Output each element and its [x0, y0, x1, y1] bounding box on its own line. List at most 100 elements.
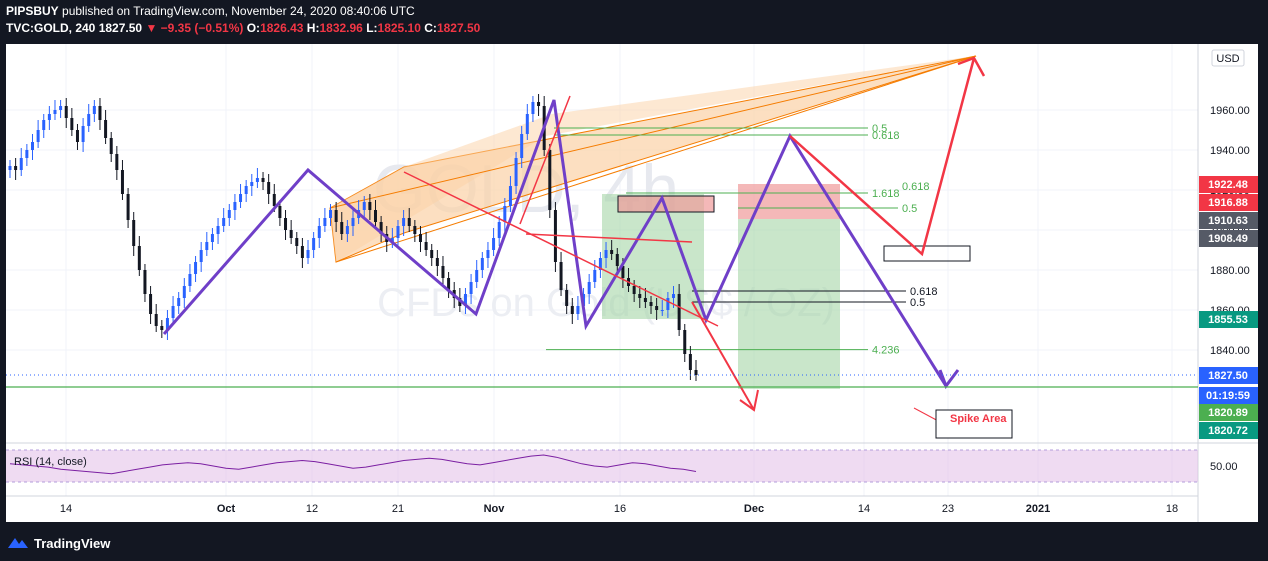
- time-axis-tick: Oct: [217, 503, 236, 515]
- fib-lower-0-618-label: 0.618: [910, 286, 938, 298]
- candle-body: [441, 266, 445, 278]
- candle-body: [486, 250, 490, 258]
- price-label-value: 1908.49: [1208, 233, 1248, 245]
- candle-body: [64, 106, 68, 118]
- price-axis-tick: 1940.00: [1210, 145, 1250, 157]
- candle-body: [621, 266, 625, 278]
- candle-body: [70, 118, 74, 130]
- candle-body: [165, 318, 169, 330]
- price-label-value: 1922.48: [1208, 179, 1248, 191]
- candle-body: [177, 298, 181, 306]
- candle-body: [227, 210, 231, 218]
- low-value: 1825.10: [377, 21, 421, 35]
- open-value: 1826.43: [260, 21, 304, 35]
- candle-body: [683, 330, 687, 354]
- candle-body: [598, 258, 602, 270]
- candle-body: [430, 250, 434, 258]
- candle-body: [171, 306, 175, 318]
- currency-label: USD: [1216, 53, 1239, 65]
- target-box: [883, 245, 971, 262]
- candle-body: [402, 218, 406, 226]
- candle-body: [250, 182, 254, 186]
- price-label-value: 1820.89: [1208, 407, 1248, 419]
- last-price: 1827.50: [98, 21, 143, 35]
- candle-body: [143, 270, 147, 294]
- price-label-tag: [1199, 404, 1258, 421]
- price-label-value: 1820.72: [1208, 425, 1248, 437]
- price-label-tag: [1199, 422, 1258, 439]
- currency-badge[interactable]: [1211, 49, 1245, 67]
- candle-body: [278, 206, 282, 218]
- candle-body: [137, 246, 141, 270]
- bullish-projection: [789, 57, 976, 257]
- fib-extension-4-236-label: 4.236: [872, 345, 900, 357]
- open-label: O:: [246, 21, 261, 35]
- candle-body: [59, 106, 63, 110]
- tradingview-brand[interactable]: TradingView: [34, 535, 111, 551]
- rsi-legend[interactable]: RSI (14, close): [14, 456, 87, 468]
- price-label-tag: [1199, 387, 1258, 404]
- candle-body: [570, 306, 574, 314]
- fib-lower-0-5-label: 0.5: [910, 297, 925, 309]
- time-axis-tick: 18: [1166, 503, 1178, 515]
- candle-body: [632, 286, 636, 294]
- candle-body: [593, 270, 597, 282]
- candle-body: [194, 262, 198, 274]
- rally-trendline: [519, 95, 571, 225]
- candle-body: [132, 220, 136, 246]
- fib-upper-0-5-label: 0.5: [872, 123, 887, 135]
- candle-body: [520, 134, 524, 158]
- candle-body: [267, 182, 271, 194]
- symbol-name[interactable]: TVC:GOLD, 240: [6, 21, 96, 35]
- harmonic-pattern-legs: [162, 99, 948, 387]
- rsi-band: [6, 450, 1198, 482]
- candle-body: [75, 130, 79, 142]
- chart-frame[interactable]: GOLD, 4h CFDs on Gold (US$ / OZ) 0.50.61…: [6, 44, 1258, 522]
- candle-body: [362, 202, 366, 210]
- candle-body: [379, 222, 383, 234]
- candle-body: [672, 294, 676, 298]
- bearish-projection: [691, 301, 755, 411]
- candle-body: [36, 130, 40, 142]
- candle-body: [233, 202, 237, 210]
- descending-trendline: [403, 171, 719, 327]
- candle-body: [503, 206, 507, 222]
- close-label: C:: [424, 21, 437, 35]
- candle-body: [199, 250, 203, 262]
- footer: TradingView: [8, 533, 110, 553]
- time-axis-tick: 16: [614, 503, 626, 515]
- price-axis-tick: 1840.00: [1210, 345, 1250, 357]
- price-label-tag: [1199, 194, 1258, 211]
- candle-body: [345, 226, 349, 234]
- candle-body: [284, 218, 288, 230]
- publish-info: PIPSBUY published on TradingView.com, No…: [6, 4, 415, 18]
- candle-body: [160, 326, 164, 330]
- fib-mid-0-5-label: 0.5: [902, 203, 917, 215]
- price-chart[interactable]: GOLD, 4h CFDs on Gold (US$ / OZ) 0.50.61…: [6, 44, 1258, 522]
- candle-body: [104, 120, 108, 138]
- candle-body: [525, 114, 529, 134]
- candle-body: [222, 218, 226, 226]
- time-axis-tick: 2021: [1026, 503, 1050, 515]
- spike-area-box: [935, 409, 1013, 439]
- candle-body: [407, 218, 411, 226]
- time-axis[interactable]: 14 Oct 12 21 Nov 16 Dec 14 23 2021 18: [60, 503, 1178, 515]
- publisher-name: PIPSBUY: [6, 4, 59, 18]
- candle-body: [47, 114, 51, 120]
- price-label-tag: [1199, 311, 1258, 328]
- rsi-axis-tick: 50.00: [1210, 461, 1238, 473]
- candle-body: [424, 242, 428, 250]
- candle-body: [469, 282, 473, 294]
- candle-body: [638, 294, 642, 298]
- candle-body: [373, 210, 377, 222]
- candle-body: [42, 120, 46, 130]
- candle-body: [508, 186, 512, 206]
- candle-body: [615, 254, 619, 266]
- candle-body: [565, 290, 569, 306]
- symbol-info-bar: TVC:GOLD, 240 1827.50 ▼ −9.35 (−0.51%) O…: [6, 21, 480, 35]
- candle-body: [272, 194, 276, 206]
- price-change: ▼ −9.35 (−0.51%): [145, 21, 244, 35]
- candle-body: [492, 238, 496, 250]
- candle-body: [98, 106, 102, 120]
- bearish-arrow-head: [739, 389, 759, 412]
